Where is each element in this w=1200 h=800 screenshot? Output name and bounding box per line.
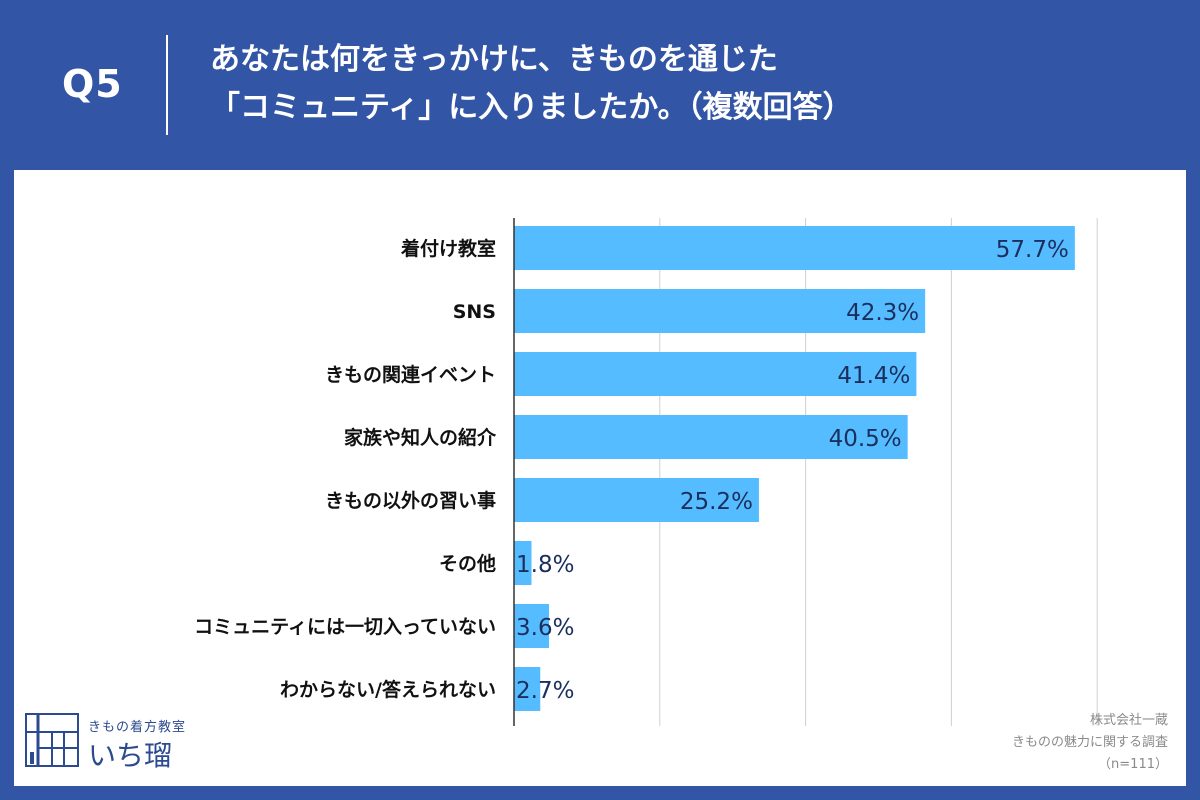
category-label: 家族や知人の紹介 bbox=[344, 426, 497, 449]
category-label: SNS bbox=[453, 301, 496, 323]
bar-chart: 着付け教室 57.7% SNS 42.3% きもの関連イベント 41.4% 家族や知人の紹介… bbox=[194, 218, 1098, 726]
question-title-line-2: 「コミュニティ」に入りましたか。（複数回答） bbox=[210, 90, 853, 125]
category-label: その他 bbox=[439, 552, 496, 575]
question-title: あなたは何をきっかけに、きものを通じた 「コミュニティ」に入りましたか。（複数回… bbox=[210, 36, 853, 132]
header-divider bbox=[166, 35, 168, 135]
question-title-line-1: あなたは何をきっかけに、きものを通じた bbox=[210, 42, 778, 77]
source-company: 株式会社一蔵 bbox=[1089, 713, 1168, 728]
bar-1 bbox=[514, 226, 1075, 270]
data-label: 42.3% bbox=[846, 300, 919, 326]
bar-6 bbox=[514, 541, 532, 585]
data-label: 3.6% bbox=[516, 615, 574, 641]
bar-2 bbox=[514, 289, 926, 333]
data-label: 25.2% bbox=[680, 489, 753, 515]
category-label: わからない/答えられない bbox=[280, 678, 496, 701]
data-label: 1.8% bbox=[516, 552, 574, 578]
data-label: 57.7% bbox=[996, 237, 1069, 263]
data-label: 40.5% bbox=[829, 426, 902, 452]
question-number: Q5 bbox=[62, 62, 123, 106]
chart-card: 着付け教室 57.7% SNS 42.3% きもの関連イベント 41.4% 家族や知人の紹介… bbox=[14, 170, 1186, 786]
bar-3 bbox=[514, 352, 917, 396]
data-label: 2.7% bbox=[516, 678, 574, 704]
source-survey: きものの魅力に関する調査 bbox=[1011, 735, 1168, 750]
category-label: コミュニティには一切入っていない bbox=[194, 616, 496, 638]
logo-mark-icon bbox=[25, 713, 79, 767]
bar-4 bbox=[514, 415, 908, 459]
logo-tagline: きもの着方教室 bbox=[88, 720, 187, 735]
bar-7 bbox=[514, 604, 549, 648]
data-label: 41.4% bbox=[837, 363, 910, 389]
header: Q5 あなたは何をきっかけに、きものを通じた 「コミュニティ」に入りましたか。（… bbox=[0, 0, 1200, 170]
source-sample: （n=111） bbox=[1098, 757, 1168, 772]
bar-8 bbox=[514, 667, 541, 711]
category-label: きもの以外の習い事 bbox=[325, 489, 496, 512]
category-label: きもの関連イベント bbox=[325, 363, 496, 386]
bar-5 bbox=[514, 478, 759, 522]
category-label: 着付け教室 bbox=[401, 237, 496, 260]
logo-name: いち瑠 bbox=[88, 739, 173, 772]
source-note: 株式会社一蔵 きものの魅力に関する調査 （n=111） bbox=[1012, 710, 1168, 776]
